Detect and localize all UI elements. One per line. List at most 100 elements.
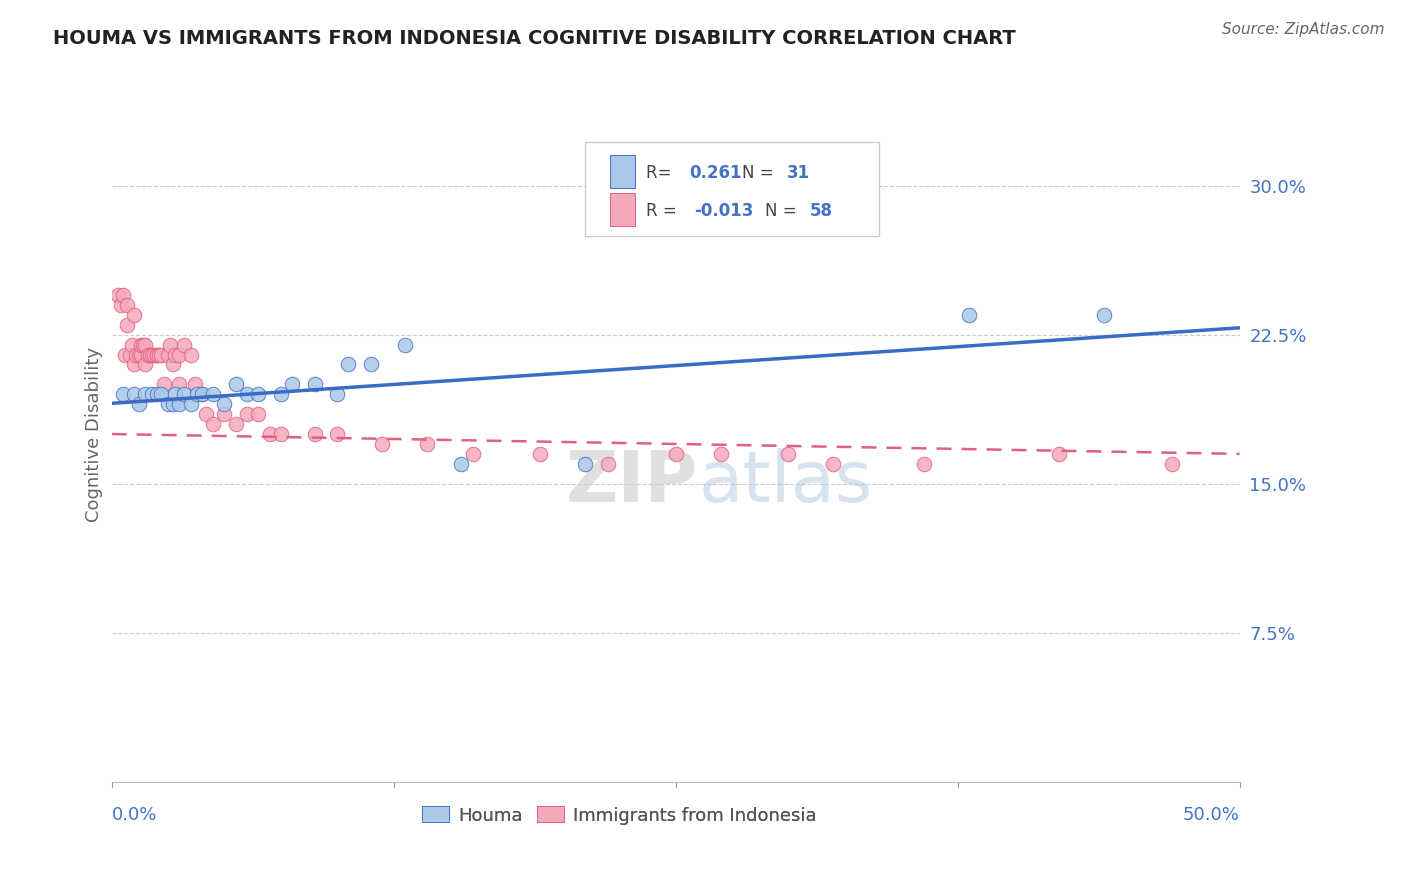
Text: 50.0%: 50.0% [1182,806,1240,824]
Point [162,358,184,372]
Point [114,347,136,361]
Point [111,387,134,401]
Point [173,337,195,351]
Point [710,447,733,461]
Point [202,387,225,401]
Point [529,447,551,461]
FancyBboxPatch shape [585,142,879,235]
Point [1047,447,1070,461]
Point [259,427,281,442]
Point [247,387,270,401]
Point [117,318,139,332]
Text: ZIP: ZIP [565,448,699,517]
Point [371,437,394,451]
Point [122,308,145,322]
Text: N =: N = [765,202,801,220]
FancyBboxPatch shape [610,193,636,227]
Point [150,347,173,361]
Point [394,337,416,351]
Point [134,337,156,351]
Point [169,397,191,411]
Point [1092,308,1115,322]
Point [145,347,167,361]
Point [163,387,186,401]
Point [195,407,218,421]
Point [136,347,159,361]
Point [122,387,145,401]
Point [180,347,202,361]
Point [326,387,349,401]
Point [163,347,186,361]
Point [143,347,166,361]
Point [281,377,304,392]
Point [225,377,247,392]
Text: 31: 31 [787,164,810,182]
Point [202,417,225,431]
Text: -0.013: -0.013 [693,202,754,220]
Point [214,407,236,421]
Point [132,337,155,351]
Point [326,427,349,442]
Point [173,387,195,401]
Point [186,387,208,401]
Point [134,387,156,401]
Point [360,358,382,372]
Point [129,337,152,351]
Text: 0.0%: 0.0% [111,806,157,824]
Point [416,437,439,451]
Point [823,457,845,471]
Point [270,387,292,401]
Point [1160,457,1182,471]
Point [118,347,141,361]
Point [180,397,202,411]
Point [665,447,688,461]
Point [957,308,980,322]
Point [450,457,472,471]
Point [270,427,292,442]
Text: 0.261: 0.261 [689,164,741,182]
Point [236,407,259,421]
Point [337,358,360,372]
Point [247,407,270,421]
Text: 58: 58 [810,202,832,220]
Text: N =: N = [742,164,779,182]
Point [162,397,184,411]
Point [157,347,180,361]
Text: HOUMA VS IMMIGRANTS FROM INDONESIA COGNITIVE DISABILITY CORRELATION CHART: HOUMA VS IMMIGRANTS FROM INDONESIA COGNI… [53,29,1017,47]
Point [145,387,167,401]
Point [122,358,145,372]
Point [214,397,236,411]
Point [128,347,150,361]
Point [125,347,148,361]
Point [117,298,139,312]
Point [141,347,163,361]
Point [150,387,173,401]
Point [157,397,180,411]
Point [134,358,156,372]
Point [191,387,214,401]
Legend: Houma, Immigrants from Indonesia: Houma, Immigrants from Indonesia [415,799,824,831]
Text: R=: R= [647,164,678,182]
Point [169,347,191,361]
Point [225,417,247,431]
Text: atlas: atlas [699,448,873,517]
Point [304,377,326,392]
Point [169,377,191,392]
Point [152,377,174,392]
Point [574,457,596,471]
Point [129,347,152,361]
Point [778,447,800,461]
Text: R =: R = [647,202,682,220]
Point [111,288,134,302]
Y-axis label: Cognitive Disability: Cognitive Disability [86,346,103,522]
Point [110,298,132,312]
Point [304,427,326,442]
Point [912,457,935,471]
Point [148,347,170,361]
Point [191,387,214,401]
Point [145,347,167,361]
Point [139,347,162,361]
Point [596,457,619,471]
Point [184,377,207,392]
Point [461,447,484,461]
